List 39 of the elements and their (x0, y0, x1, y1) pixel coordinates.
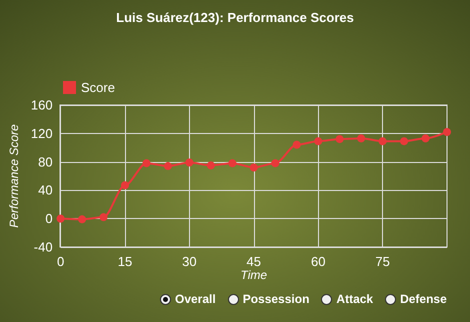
text: Possession (242, 292, 310, 306)
point (56, 214, 65, 223)
point (78, 215, 86, 224)
y-tick-label: 160 (30, 98, 53, 112)
chart-title: Luis Suárez(123): Performance Scores (116, 10, 354, 25)
point (400, 137, 408, 146)
point (422, 134, 430, 142)
x-tick-label: 45 (246, 254, 262, 269)
x-tick-label: 0 (56, 254, 64, 269)
x-axis-title: Time (240, 268, 268, 282)
point (357, 134, 366, 142)
legend-label: Score (81, 80, 115, 95)
point (164, 162, 172, 170)
y-tick-label: 40 (38, 182, 53, 198)
point (142, 159, 150, 168)
text: Overall (175, 292, 216, 306)
point (206, 161, 215, 170)
point (378, 137, 387, 146)
x-tick-label: 15 (118, 254, 132, 269)
y-tick-label: -40 (34, 240, 53, 254)
point (100, 213, 108, 222)
point (271, 159, 280, 168)
x-tick-label: 30 (182, 254, 197, 269)
point (314, 137, 322, 146)
y-axis-title: Performance Score (7, 124, 21, 228)
y-tick-label: 80 (38, 154, 53, 170)
x-tick-label: 60 (310, 254, 326, 269)
text: Attack (336, 292, 374, 306)
y-tick-label: 0 (45, 211, 53, 226)
point (185, 158, 194, 167)
point (336, 135, 344, 144)
point (121, 181, 129, 190)
y-tick-label: 120 (30, 126, 53, 141)
point (228, 159, 236, 168)
x-tick-label: 75 (375, 254, 390, 269)
point (443, 128, 451, 136)
point (292, 140, 301, 149)
text: Defense (400, 292, 447, 306)
point (250, 163, 258, 172)
